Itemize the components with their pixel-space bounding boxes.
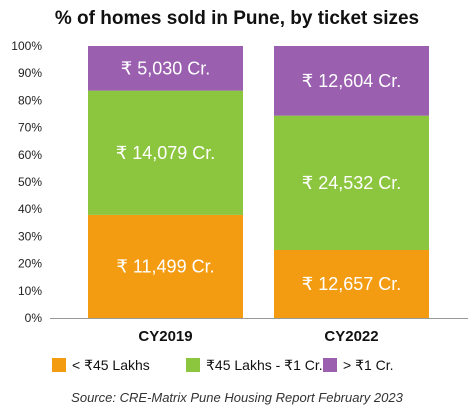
y-axis: 0% 10% 20% 30% 40% 50% 60% 70% 80% 90% 100%	[11, 39, 42, 325]
bar-segment	[274, 115, 429, 251]
x-category-label: CY2022	[324, 328, 378, 345]
bar-value-label: ₹ 24,532 Cr.	[302, 173, 402, 193]
bars: ₹ 11,499 Cr. ₹ 14,079 Cr. ₹ 5,030 Cr. ₹ 12,…	[88, 46, 429, 318]
bar-value-label: ₹ 12,657 Cr.	[302, 274, 402, 294]
legend-label: < ₹45 Lakhs	[72, 357, 150, 373]
legend-label: > ₹1 Cr.	[343, 357, 394, 373]
legend-label: ₹45 Lakhs - ₹1 Cr.	[206, 357, 323, 373]
source-note: Source: CRE-Matrix Pune Housing Report F…	[71, 390, 403, 405]
bar-segment	[88, 90, 243, 215]
legend-swatch	[186, 358, 200, 372]
y-tick-label: 80%	[18, 93, 42, 107]
bar-segment	[274, 250, 429, 318]
y-tick-label: 20%	[18, 257, 42, 271]
bar-segment	[88, 214, 243, 318]
y-tick-label: 100%	[11, 39, 42, 53]
y-tick-label: 10%	[18, 284, 42, 298]
y-tick-label: 30%	[18, 229, 42, 243]
y-tick-label: 70%	[18, 121, 42, 135]
y-tick-label: 90%	[18, 66, 42, 80]
y-tick-label: 50%	[18, 175, 42, 189]
legend-swatch	[323, 358, 337, 372]
bar-value-label: ₹ 11,499 Cr.	[116, 256, 214, 276]
legend-swatch	[52, 358, 66, 372]
bar-value-label: ₹ 14,079 Cr.	[116, 143, 216, 163]
bar-value-label: ₹ 12,604 Cr.	[302, 71, 402, 91]
y-tick-label: 0%	[25, 311, 43, 325]
x-axis: CY2019 CY2022	[50, 318, 468, 345]
bar-segment	[88, 46, 243, 91]
bar-value-label: ₹ 5,030 Cr.	[121, 58, 211, 78]
legend: < ₹45 Lakhs ₹45 Lakhs - ₹1 Cr. > ₹1 Cr.	[52, 357, 394, 373]
bar-segment	[274, 46, 429, 116]
y-tick-label: 60%	[18, 148, 42, 162]
chart-title: % of homes sold in Pune, by ticket sizes	[55, 8, 419, 29]
y-tick-label: 40%	[18, 202, 42, 216]
x-category-label: CY2019	[138, 328, 192, 345]
